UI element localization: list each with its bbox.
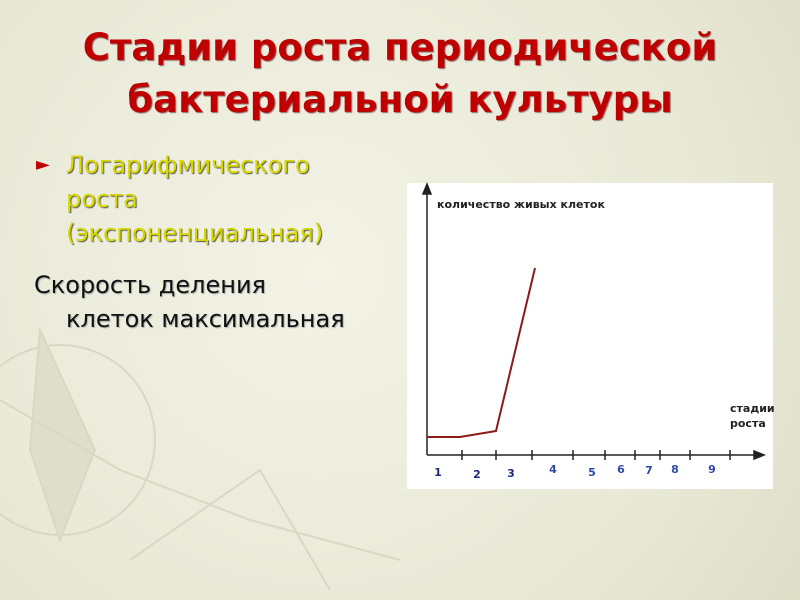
- axis-arrow: [421, 181, 433, 195]
- stage-label: 6: [617, 463, 625, 476]
- stage-label: 9: [708, 463, 716, 476]
- y-axis-label: количество живых клеток: [437, 198, 605, 211]
- paragraph-line: клеток максимальная: [66, 305, 345, 333]
- bullet-marker: ►: [36, 154, 50, 175]
- axis-arrow: [753, 449, 767, 461]
- bullet-line: роста: [66, 185, 138, 213]
- stage-label: 5: [588, 466, 596, 479]
- growth-curve: [427, 267, 536, 438]
- paragraph-line: Скорость деления: [34, 271, 266, 299]
- diagram-frame: [407, 183, 773, 489]
- title-line: Стадии роста периодической: [82, 26, 718, 69]
- stage-label: 4: [549, 463, 557, 476]
- stage-label: 3: [507, 467, 515, 480]
- stage-label: 1: [434, 466, 442, 479]
- title-line: бактериальной культуры: [127, 78, 673, 121]
- paragraph: Скорость деления клеток максимальная: [34, 268, 345, 336]
- bullet-line: Логарифмического: [66, 151, 310, 179]
- x-axis-label: роста: [730, 417, 766, 430]
- stage-label: 2: [473, 468, 481, 481]
- slide-title: Стадии роста периодической бактериальной…: [0, 22, 800, 126]
- stage-label: 8: [671, 463, 679, 476]
- stage-label: 7: [645, 464, 653, 477]
- bullet: ► Логарифмического роста (экспоненциальн…: [36, 148, 323, 250]
- x-axis-label: стадии: [730, 402, 775, 415]
- bullet-line: (экспоненциальная): [66, 219, 324, 247]
